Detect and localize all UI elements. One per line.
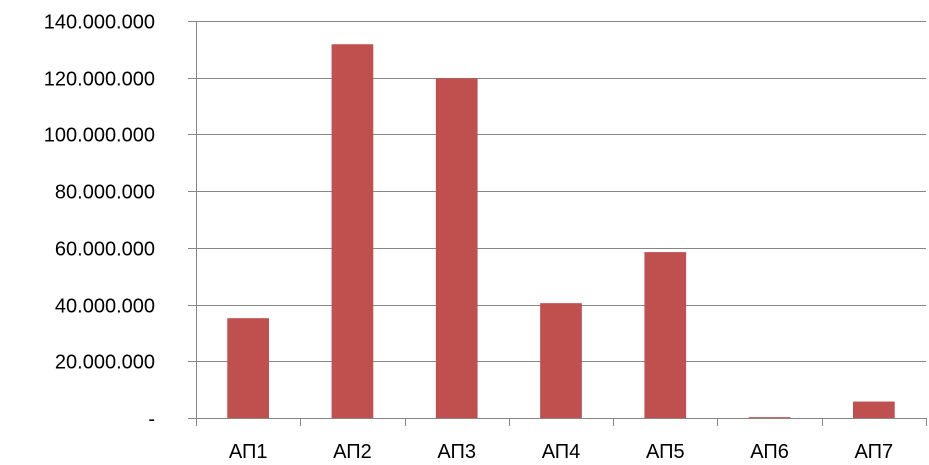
y-tick-label: 120.000.000 bbox=[44, 69, 155, 91]
x-tick-label: АП5 bbox=[646, 441, 685, 463]
y-tick-label: 40.000.000 bbox=[55, 296, 155, 318]
y-tick-label: 20.000.000 bbox=[55, 352, 155, 374]
axes bbox=[188, 21, 927, 426]
bar bbox=[748, 417, 791, 418]
y-tick-label: 80.000.000 bbox=[55, 182, 155, 204]
bar bbox=[540, 303, 582, 418]
y-tick-label: 100.000.000 bbox=[44, 125, 155, 147]
bar bbox=[435, 78, 478, 418]
gridlines bbox=[196, 21, 926, 362]
y-tick-label: 60.000.000 bbox=[55, 239, 155, 261]
bar bbox=[227, 318, 269, 418]
x-tick-label: АП6 bbox=[750, 441, 789, 463]
x-tick-label: АП1 bbox=[229, 441, 268, 463]
y-tick-label: - bbox=[148, 409, 155, 431]
bars bbox=[227, 44, 895, 418]
bar bbox=[853, 401, 895, 418]
x-tick-labels: АП1 АП2 АП3 АП4 АП5 АП6 АП7 bbox=[229, 441, 893, 463]
x-tick-label: АП7 bbox=[855, 441, 894, 463]
x-tick-label: АП4 bbox=[542, 441, 581, 463]
y-tick-labels: - 20.000.000 40.000.000 60.000.000 80.000.00… bbox=[44, 12, 155, 431]
bar bbox=[644, 252, 687, 418]
x-tick-label: АП2 bbox=[333, 441, 372, 463]
x-tick-label: АП3 bbox=[437, 441, 476, 463]
y-tick-label: 140.000.000 bbox=[44, 12, 155, 34]
bar bbox=[331, 44, 374, 418]
